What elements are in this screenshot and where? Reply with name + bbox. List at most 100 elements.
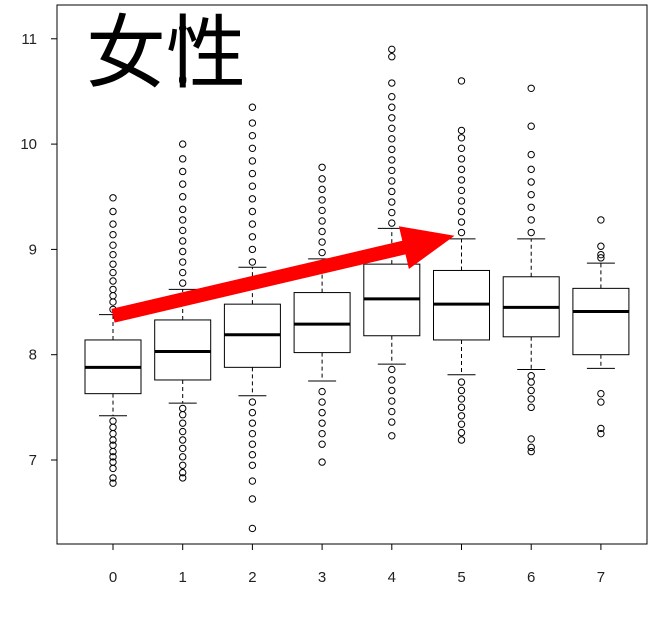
- outlier-point: [109, 241, 117, 249]
- outlier-point: [388, 156, 396, 164]
- box: [154, 319, 212, 381]
- outlier-point: [457, 436, 466, 444]
- outlier-point: [527, 435, 535, 443]
- overlay-title: 女性: [86, 7, 246, 100]
- outlier-point: [388, 114, 396, 122]
- outlier-point: [457, 144, 466, 153]
- outlier-point: [457, 412, 466, 420]
- outlier-point: [527, 386, 535, 395]
- x-tick-label: 2: [248, 569, 256, 586]
- outlier-point: [318, 458, 326, 466]
- y-tick-label: 10: [20, 136, 37, 153]
- outlier-point: [179, 237, 187, 245]
- outlier-point: [109, 230, 117, 239]
- y-tick-label: 8: [29, 347, 37, 364]
- outlier-point: [179, 155, 187, 163]
- outlier-point: [248, 195, 257, 203]
- outlier-point: [179, 427, 187, 436]
- outlier-point: [179, 140, 187, 148]
- outlier-point: [109, 292, 117, 300]
- outlier-point: [248, 157, 257, 165]
- outlier-point: [457, 420, 466, 428]
- outlier-point: [248, 398, 257, 406]
- x-tick-label: 4: [388, 569, 396, 586]
- x-tick-label: 3: [318, 569, 326, 586]
- outlier-point: [179, 404, 187, 413]
- outlier-point: [318, 206, 326, 215]
- outlier-point: [248, 524, 257, 533]
- outlier-point: [388, 177, 396, 185]
- outlier-point: [109, 417, 117, 425]
- outlier-point: [179, 258, 187, 266]
- outlier-point: [109, 207, 117, 216]
- x-axis: 0 1 2 3 4 5 6 7: [109, 544, 605, 586]
- outlier-point: [388, 376, 396, 384]
- outlier-point: [318, 248, 326, 257]
- box-group: [293, 163, 351, 466]
- outlier-point: [109, 464, 117, 473]
- outlier-point: [388, 407, 396, 416]
- outlier-point: [248, 477, 257, 485]
- outlier-point: [388, 45, 396, 54]
- outlier-point: [318, 185, 326, 194]
- outlier-point: [527, 447, 535, 456]
- outlier-point: [179, 279, 187, 287]
- outlier-point: [457, 165, 466, 174]
- outlier-point: [597, 242, 605, 250]
- outlier-point: [388, 79, 396, 87]
- x-tick-label: 5: [457, 569, 465, 586]
- outlier-point: [179, 474, 187, 482]
- y-tick-label: 9: [29, 241, 37, 258]
- outlier-point: [109, 194, 117, 202]
- outlier-point: [457, 218, 466, 226]
- outlier-point: [527, 216, 535, 224]
- outlier-point: [179, 436, 187, 444]
- box-group: [84, 194, 142, 487]
- outlier-point: [248, 429, 257, 438]
- outlier-point: [318, 196, 326, 204]
- outlier-point: [457, 378, 466, 386]
- outlier-point: [248, 233, 257, 241]
- outlier-point: [457, 403, 466, 412]
- trend-arrow: [111, 226, 455, 323]
- outlier-point: [318, 227, 326, 236]
- trend-arrow-shape: [111, 226, 455, 323]
- outlier-point: [318, 217, 326, 225]
- outlier-point: [109, 429, 117, 438]
- outlier-point: [597, 424, 605, 433]
- plot-frame: [56, 4, 648, 545]
- box-group: [433, 77, 490, 444]
- outlier-point: [457, 428, 466, 437]
- outlier-point: [179, 216, 187, 224]
- outlier-point: [248, 103, 257, 111]
- box: [572, 287, 630, 356]
- outlier-point: [179, 453, 187, 461]
- outlier-point: [248, 408, 257, 417]
- outlier-point: [457, 228, 466, 237]
- outlier-point: [457, 134, 466, 142]
- outlier-point: [179, 411, 187, 419]
- outlier-point: [388, 166, 396, 175]
- outlier-point: [179, 461, 187, 469]
- outlier-point: [318, 175, 326, 183]
- outlier-point: [388, 124, 396, 133]
- outlier-point: [457, 155, 466, 163]
- outlier-point: [388, 103, 396, 111]
- outlier-point: [109, 453, 117, 461]
- outlier-point: [179, 75, 187, 83]
- outlier-point: [248, 451, 257, 459]
- x-tick-label: 1: [179, 569, 187, 586]
- outlier-point: [318, 429, 326, 438]
- outlier-point: [179, 468, 187, 477]
- outlier-point: [248, 495, 257, 503]
- outlier-point: [109, 474, 117, 482]
- outlier-point: [318, 238, 326, 246]
- outlier-point: [388, 198, 396, 206]
- outlier-point: [248, 258, 257, 266]
- outlier-point: [109, 220, 117, 228]
- y-axis: 7 8 9 10 11: [20, 31, 57, 469]
- outlier-point: [318, 408, 326, 417]
- outlier-point: [179, 24, 187, 32]
- outlier-point: [318, 419, 326, 427]
